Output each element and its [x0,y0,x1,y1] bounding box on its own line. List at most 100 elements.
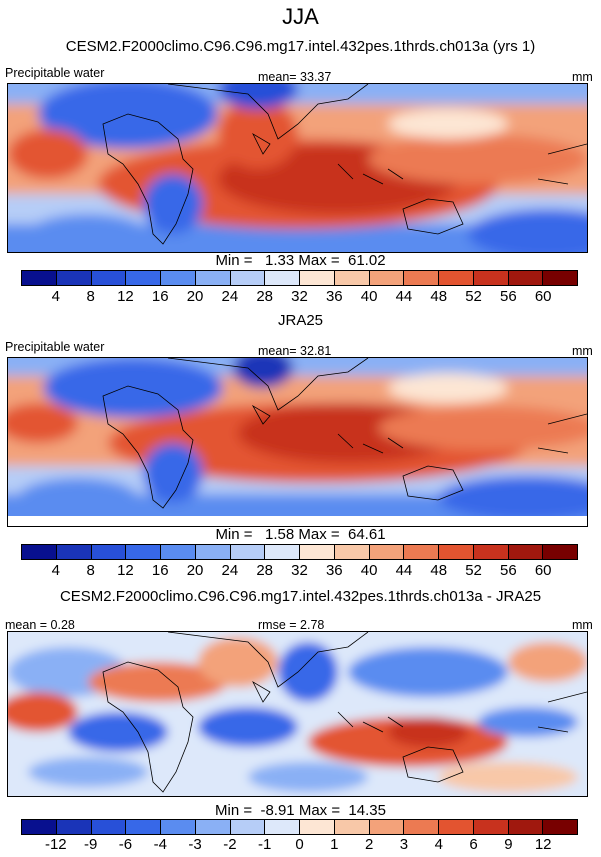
panel-2-mean-label: mean= 32.81 [258,344,332,358]
colorbar-box [126,545,161,559]
colorbar-box [22,545,57,559]
colorbar-box [404,545,439,559]
colorbar-tick-label: 12 [117,288,134,305]
colorbar-box [195,545,231,559]
colorbar-box [56,820,92,834]
colorbar-tick-label: 44 [395,288,413,305]
panel-3-units: mm [572,618,593,632]
panel-2-colorbar [21,544,578,560]
panel-1-field [8,84,587,252]
panel-2-title: JRA25 [277,312,324,329]
panel-2-minmax: Min = 1.58 Max = 64.61 [215,526,386,543]
colorbar-tick-label: 4 [51,288,60,305]
colorbar-box [230,820,266,834]
colorbar-box [126,820,161,834]
colorbar-tick-label: 3 [399,836,409,853]
colorbar-tick-label: 28 [256,288,274,305]
panel-1-title: CESM2.F2000climo.C96.C96.mg17.intel.432p… [65,38,536,55]
colorbar-box [195,820,231,834]
colorbar-box [439,545,474,559]
panel-3-map [7,631,588,797]
colorbar-box [161,820,196,834]
panel-1-colorbar-ticks: 4 8 12 16 20 24 28 32 36 40 44 48 52 56 60 [21,288,578,306]
colorbar-box [473,545,509,559]
colorbar-tick-label: 8 [86,562,95,579]
colorbar-box [369,545,405,559]
colorbar-tick-label: 32 [291,288,308,305]
colorbar-tick-label: -6 [118,836,133,853]
colorbar-box [334,271,370,285]
panel-2-units: mm [572,344,593,358]
colorbar-box [473,271,509,285]
colorbar-tick-label: 36 [325,288,343,305]
colorbar-box [265,271,300,285]
colorbar-box [161,271,196,285]
colorbar-box [22,820,57,834]
colorbar-box [439,271,474,285]
colorbar-box [22,271,57,285]
panel-1-colorbar [21,270,578,286]
colorbar-box [543,820,577,834]
colorbar-box [265,545,300,559]
colorbar-tick-label: 16 [151,288,169,305]
colorbar-tick-label: -12 [44,836,67,853]
colorbar-tick-label: -3 [188,836,202,853]
colorbar-tick-label: -9 [83,836,98,853]
colorbar-tick-label: 60 [534,288,552,305]
colorbar-tick-label: -2 [223,836,237,853]
panel-1-units: mm [572,70,593,84]
colorbar-tick-label: -4 [153,836,167,853]
colorbar-tick-label: 44 [395,562,413,579]
colorbar-box [334,545,370,559]
colorbar-box [300,820,335,834]
panel-2-colorbar-ticks: 4 8 12 16 20 24 28 32 36 40 44 48 52 56 60 [21,562,578,580]
colorbar-tick-label: 6 [469,836,478,853]
panel-2-left-label: Precipitable water [5,340,105,354]
colorbar-box [300,545,335,559]
colorbar-tick-label: 20 [186,562,204,579]
colorbar-box [300,271,335,285]
colorbar-box [473,820,509,834]
colorbar-tick-label: 60 [534,562,552,579]
panel-1-minmax: Min = 1.33 Max = 61.02 [215,252,386,269]
colorbar-tick-label: 40 [360,562,378,579]
panel-3-colorbar-ticks: -12 -9 -6 -4 -3 -2 -1 0 1 2 3 4 6 9 12 [21,836,578,854]
colorbar-tick-label: 56 [500,288,517,305]
colorbar-box [265,820,300,834]
colorbar-box [543,545,577,559]
colorbar-tick-label: 12 [534,836,552,853]
colorbar-box [126,271,161,285]
colorbar-tick-label: 0 [295,836,304,853]
colorbar-box [334,820,370,834]
colorbar-tick-label: 36 [325,562,343,579]
colorbar-tick-label: 52 [465,562,482,579]
colorbar-tick-label: 8 [86,288,95,305]
colorbar-box [543,271,577,285]
colorbar-tick-label: 4 [51,562,60,579]
panel-3-rmse-label: rmse = 2.78 [258,618,325,632]
panel-3-minmax: Min = -8.91 Max = 14.35 [215,802,386,819]
colorbar-box [404,271,439,285]
colorbar-tick-label: 20 [186,288,204,305]
colorbar-box [56,271,92,285]
colorbar-tick-label: 52 [465,288,482,305]
colorbar-tick-label: 32 [291,562,308,579]
panel-3-colorbar [21,819,578,835]
panel-2-map [7,357,588,527]
colorbar-tick-label: 40 [360,288,378,305]
colorbar-tick-label: 24 [221,288,239,305]
colorbar-box [508,271,544,285]
colorbar-tick-label: 48 [430,288,448,305]
colorbar-tick-label: 12 [117,562,134,579]
panel-1-map [7,83,588,253]
colorbar-box [91,271,127,285]
colorbar-box [56,545,92,559]
colorbar-box [439,820,474,834]
colorbar-tick-label: 16 [151,562,169,579]
panel-3-mean-label: mean = 0.28 [5,618,75,632]
colorbar-box [508,820,544,834]
colorbar-box [369,271,405,285]
panel-2-field [8,358,587,516]
colorbar-box [230,271,266,285]
colorbar-tick-label: 4 [434,836,443,853]
